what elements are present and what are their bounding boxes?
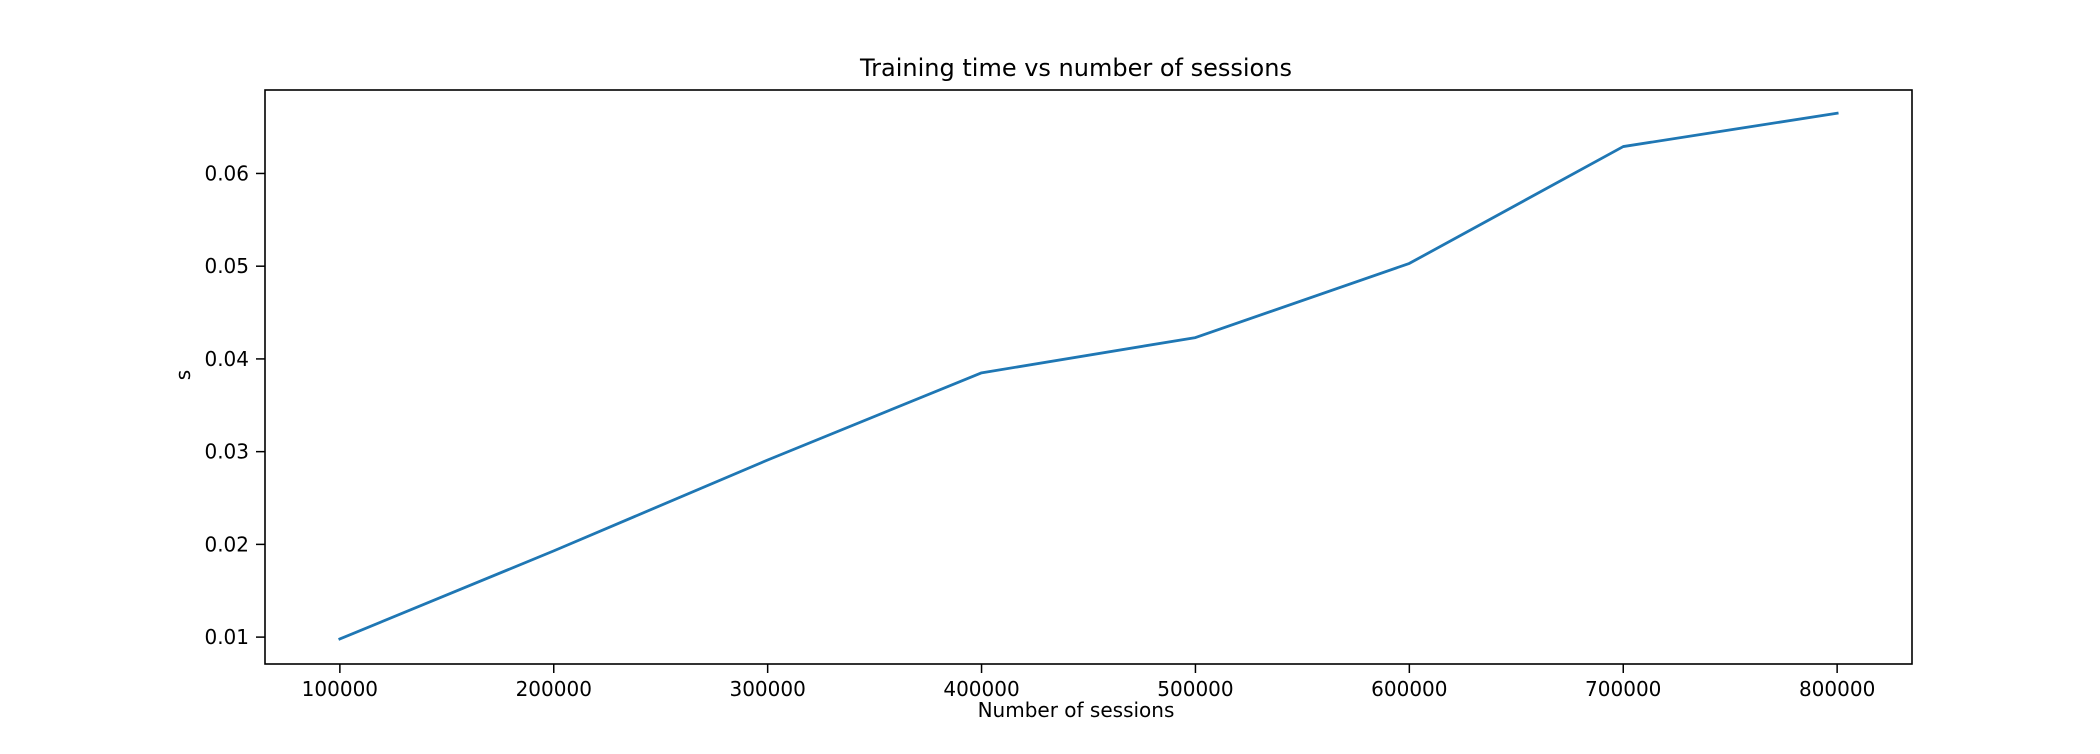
x-tick-label: 700000	[1585, 677, 1661, 701]
plot-area	[338, 111, 1839, 641]
y-tick-label: 0.06	[204, 161, 249, 185]
x-axis: 100000 200000 300000 400000 500000 600000 7000…	[302, 664, 1875, 701]
x-tick-label: 300000	[729, 677, 805, 701]
x-tick-label: 800000	[1799, 677, 1875, 701]
x-tick-label: 400000	[943, 677, 1019, 701]
y-tick-label: 0.01	[204, 625, 249, 649]
x-tick-label: 500000	[1157, 677, 1233, 701]
y-axis-label: s	[171, 370, 195, 380]
chart-title: Training time vs number of sessions	[859, 54, 1292, 82]
y-axis: 0.01 0.02 0.03 0.04 0.05 0.06	[204, 161, 265, 649]
y-tick-label: 0.05	[204, 254, 249, 278]
series-line	[338, 111, 1839, 641]
plot-frame	[264, 89, 1913, 665]
y-tick-label: 0.04	[204, 347, 249, 371]
y-tick-label: 0.02	[204, 532, 249, 556]
x-tick-label: 200000	[516, 677, 592, 701]
y-tick-label: 0.03	[204, 440, 249, 464]
x-tick-label: 600000	[1371, 677, 1447, 701]
x-tick-label: 100000	[302, 677, 378, 701]
x-axis-label: Number of sessions	[978, 698, 1175, 722]
